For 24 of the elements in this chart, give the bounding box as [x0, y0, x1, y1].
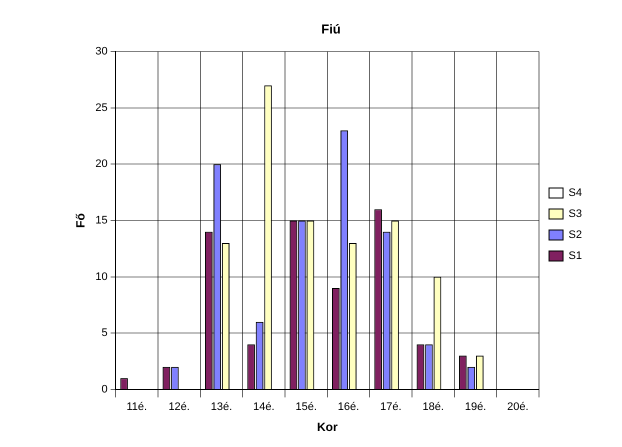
x-tick-label: 20é. [507, 401, 529, 414]
x-tick-label: 14é. [253, 401, 275, 414]
x-axis-title: Kor [317, 420, 338, 434]
legend-label: S4 [568, 187, 582, 200]
x-tick-label: 12é. [168, 401, 190, 414]
y-tick-label: 20 [95, 158, 108, 170]
legend-label: S3 [568, 208, 582, 220]
x-tick-label: 13é. [210, 401, 232, 414]
legend-label: S1 [568, 250, 582, 262]
x-tick-label: 11é. [126, 401, 148, 414]
y-tick-label: 5 [102, 327, 108, 340]
legend-label: S2 [568, 229, 582, 242]
x-tick-label: 17é. [380, 401, 402, 414]
x-tick-label: 16é. [338, 401, 360, 414]
y-tick-label: 0 [102, 383, 108, 396]
y-axis-title: Fő [74, 213, 88, 228]
y-tick-label: 10 [95, 270, 108, 283]
x-tick-label: 15é. [295, 401, 317, 414]
x-tick-label: 19é. [464, 401, 486, 414]
y-tick-label: 25 [95, 102, 108, 114]
y-tick-label: 15 [95, 214, 108, 227]
chart-title: Fiú [321, 21, 341, 36]
y-tick-label: 30 [95, 46, 108, 58]
x-tick-label: 18é. [422, 401, 444, 414]
